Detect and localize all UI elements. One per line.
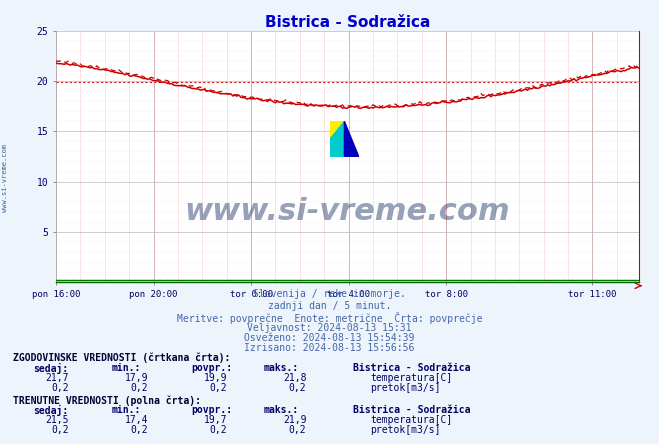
Text: 0,2: 0,2 xyxy=(130,425,148,436)
Text: sedaj:: sedaj: xyxy=(33,405,68,416)
Text: sedaj:: sedaj: xyxy=(33,363,68,374)
Text: 21,8: 21,8 xyxy=(283,373,306,383)
Text: temperatura[C]: temperatura[C] xyxy=(370,415,453,425)
Text: 0,2: 0,2 xyxy=(289,425,306,436)
Text: 21,7: 21,7 xyxy=(45,373,69,383)
Text: www.si-vreme.com: www.si-vreme.com xyxy=(2,143,9,212)
Text: Veljavnost: 2024-08-13 15:31: Veljavnost: 2024-08-13 15:31 xyxy=(247,323,412,333)
Text: Osveženo: 2024-08-13 15:54:39: Osveženo: 2024-08-13 15:54:39 xyxy=(244,333,415,343)
Text: 21,9: 21,9 xyxy=(283,415,306,425)
Text: www.si-vreme.com: www.si-vreme.com xyxy=(185,197,511,226)
Text: zadnji dan / 5 minut.: zadnji dan / 5 minut. xyxy=(268,301,391,311)
Text: maks.:: maks.: xyxy=(264,363,299,373)
Text: 0,2: 0,2 xyxy=(210,425,227,436)
Text: 0,2: 0,2 xyxy=(130,383,148,393)
Text: 21,5: 21,5 xyxy=(45,415,69,425)
Text: 19,9: 19,9 xyxy=(204,373,227,383)
Text: maks.:: maks.: xyxy=(264,405,299,415)
Text: 0,2: 0,2 xyxy=(210,383,227,393)
Text: min.:: min.: xyxy=(112,405,142,415)
Text: 19,7: 19,7 xyxy=(204,415,227,425)
Polygon shape xyxy=(345,121,358,157)
Text: TRENUTNE VREDNOSTI (polna črta):: TRENUTNE VREDNOSTI (polna črta): xyxy=(13,395,201,406)
Text: 0,2: 0,2 xyxy=(289,383,306,393)
Text: povpr.:: povpr.: xyxy=(191,363,232,373)
Text: ZGODOVINSKE VREDNOSTI (črtkana črta):: ZGODOVINSKE VREDNOSTI (črtkana črta): xyxy=(13,353,231,364)
Text: povpr.:: povpr.: xyxy=(191,405,232,415)
Text: Izrisano: 2024-08-13 15:56:56: Izrisano: 2024-08-13 15:56:56 xyxy=(244,343,415,353)
Text: 0,2: 0,2 xyxy=(51,425,69,436)
Polygon shape xyxy=(330,121,345,139)
Polygon shape xyxy=(330,121,345,157)
Text: Bistrica - Sodražica: Bistrica - Sodražica xyxy=(353,363,470,373)
Text: min.:: min.: xyxy=(112,363,142,373)
Text: pretok[m3/s]: pretok[m3/s] xyxy=(370,425,441,436)
Text: pretok[m3/s]: pretok[m3/s] xyxy=(370,383,441,393)
Text: Meritve: povprečne  Enote: metrične  Črta: povprečje: Meritve: povprečne Enote: metrične Črta:… xyxy=(177,312,482,324)
Text: Slovenija / reke in morje.: Slovenija / reke in morje. xyxy=(253,289,406,300)
Text: temperatura[C]: temperatura[C] xyxy=(370,373,453,383)
Text: 17,4: 17,4 xyxy=(125,415,148,425)
Title: Bistrica - Sodražica: Bistrica - Sodražica xyxy=(265,15,430,30)
Text: 0,2: 0,2 xyxy=(51,383,69,393)
Text: Bistrica - Sodražica: Bistrica - Sodražica xyxy=(353,405,470,415)
Text: 17,9: 17,9 xyxy=(125,373,148,383)
